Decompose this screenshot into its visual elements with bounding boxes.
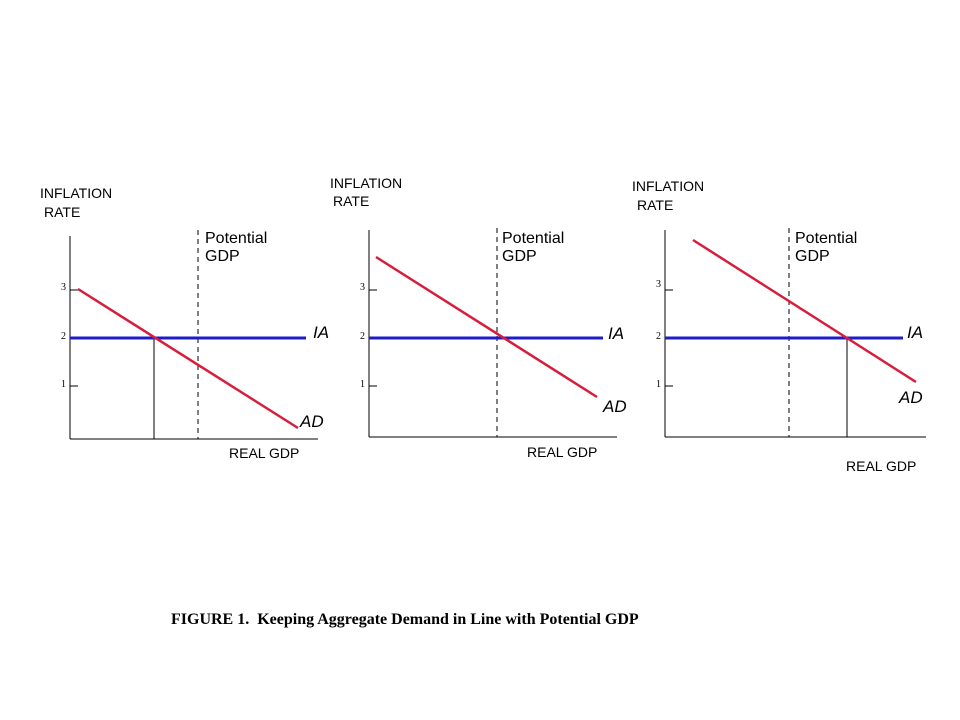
potential-gdp-label-line1: Potential	[502, 230, 564, 247]
tick-label-1: 1	[360, 379, 365, 390]
y-axis-title-line2: RATE	[333, 193, 369, 209]
ad-line	[375, 255, 598, 399]
ad-label: AD	[602, 397, 627, 416]
panel-2: INFLATION RATE 3 2 1 Potential GDP IA AD…	[330, 175, 627, 460]
figure-caption: FIGURE 1. Keeping Aggregate Demand in Li…	[171, 611, 639, 628]
potential-gdp-label-line1: Potential	[795, 230, 857, 247]
tick-label-3: 3	[656, 279, 661, 290]
ia-label: IA	[313, 323, 329, 342]
potential-gdp-label-line1: Potential	[205, 230, 267, 247]
tick-label-3: 3	[61, 282, 66, 293]
y-axis-title-line2: RATE	[637, 197, 673, 213]
y-axis-title-line1: INFLATION	[330, 175, 402, 191]
tick-label-2: 2	[360, 331, 365, 342]
ia-label: IA	[907, 323, 923, 342]
y-axis-title-line1: INFLATION	[632, 178, 704, 194]
ia-label: IA	[608, 324, 624, 343]
tick-label-1: 1	[656, 379, 661, 390]
y-axis-title-line2: RATE	[44, 204, 80, 220]
tick-label-1: 1	[61, 379, 66, 390]
x-axis-title: REAL GDP	[846, 458, 916, 474]
ad-line	[77, 287, 299, 430]
ad-line	[692, 238, 917, 384]
panel-1: INFLATION RATE 3 2 1 Potential GDP IA AD…	[40, 185, 329, 461]
x-axis-title: REAL GDP	[527, 444, 597, 460]
potential-gdp-label-line2: GDP	[502, 248, 537, 265]
y-axis-title-line1: INFLATION	[40, 185, 112, 201]
tick-label-3: 3	[360, 282, 365, 293]
panel-3: INFLATION RATE 3 2 1 Potential GDP IA AD…	[632, 178, 926, 474]
tick-label-2: 2	[61, 331, 66, 342]
ad-label: AD	[898, 388, 923, 407]
tick-label-2: 2	[656, 331, 661, 342]
potential-gdp-label-line2: GDP	[205, 248, 240, 265]
ad-label: AD	[299, 412, 324, 431]
potential-gdp-label-line2: GDP	[795, 248, 830, 265]
x-axis-title: REAL GDP	[229, 445, 299, 461]
